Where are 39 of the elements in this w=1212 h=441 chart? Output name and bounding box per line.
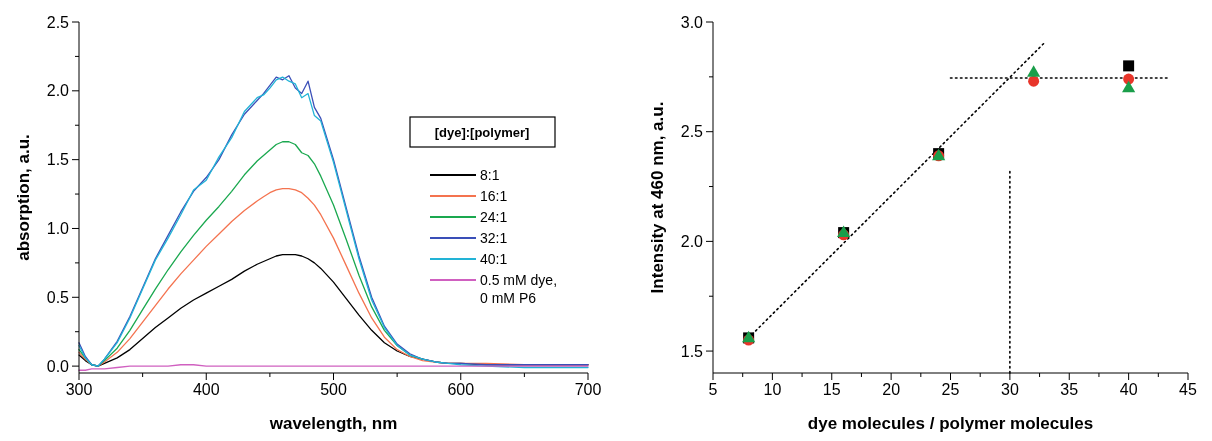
y-tick-label: 1.5 [680,342,704,360]
x-tick-label: 300 [65,381,93,398]
y-tick-label: 2.5 [46,13,70,31]
x-tick-label: 25 [941,381,960,398]
y-tick-label: 2.5 [680,123,704,141]
x-tick-label: 5 [708,381,718,398]
x-tick-label: 30 [1000,381,1019,398]
y-axis-title: absorption, a.u. [14,134,33,261]
legend-label: 32:1 [480,229,508,246]
x-tick-label: 35 [1060,381,1079,398]
y-tick-label: 3.0 [680,13,704,31]
y-tick-label: 2.0 [46,82,70,100]
legend-label: 8:1 [480,166,500,183]
point [1123,60,1135,72]
x-tick-label: 15 [822,381,841,398]
point [1027,65,1041,77]
x-tick-label: 700 [574,381,602,398]
x-tick-label: 10 [763,381,782,398]
legend-label: 0.5 mM dye, 0 mM P6 [480,271,558,307]
x-tick-label: 600 [447,381,475,398]
y-tick-label: 1.0 [46,220,70,238]
y-tick-label: 2.0 [680,232,704,250]
legend-title: [dye]:[polymer] [434,125,530,140]
y-tick-label: 1.5 [46,151,70,169]
y-axis-title: Intensity at 460 nm, a.u. [648,101,667,294]
x-tick-label: 20 [882,381,901,398]
legend-label: 24:1 [480,208,508,225]
legend-label: 40:1 [480,250,508,267]
x-axis-title: wavelength, nm [268,414,398,433]
x-tick-label: 500 [320,381,347,398]
y-tick-label: 0.5 [46,288,70,306]
x-tick-label: 40 [1119,381,1138,398]
point [1122,80,1136,93]
x-tick-label: 45 [1179,381,1197,398]
point [1028,75,1040,87]
x-axis-title: dye molecules / polymer molecules [807,414,1094,433]
x-tick-label: 400 [192,381,220,398]
y-tick-label: 0.0 [46,357,70,375]
legend-label: 16:1 [480,187,508,204]
